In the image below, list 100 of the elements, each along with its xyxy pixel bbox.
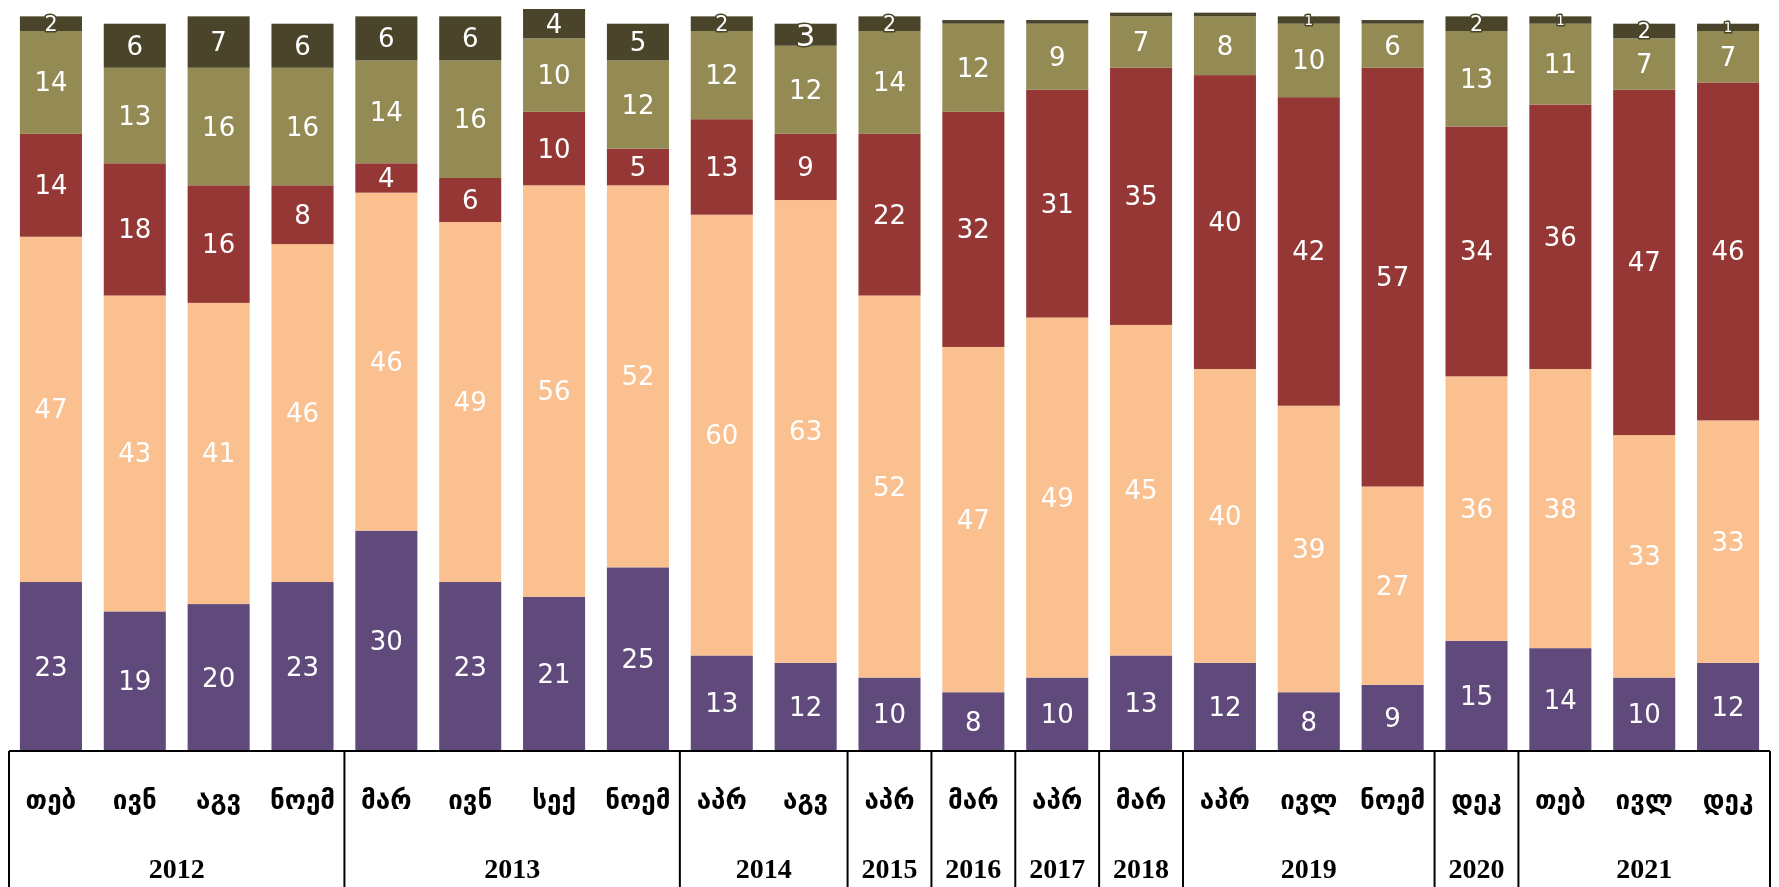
bar: [1361, 684, 1424, 751]
data-label: 10: [1627, 699, 1661, 730]
text: 2021: [1616, 852, 1673, 884]
bar: [19, 236, 82, 583]
data-label: 2: [715, 11, 729, 36]
data-label: 14: [369, 96, 403, 127]
data-label: 2: [1469, 11, 1484, 36]
bar: [271, 582, 334, 751]
bar: [271, 67, 334, 186]
bar: [1529, 104, 1592, 369]
bar: [1613, 89, 1676, 436]
bar: [1613, 435, 1676, 678]
data-label: 1: [1304, 12, 1314, 29]
bar: [19, 133, 82, 237]
bar: [1193, 75, 1256, 369]
data-label: 15: [1459, 680, 1494, 711]
bar: [942, 23, 1005, 112]
data-label: 12: [621, 89, 655, 120]
bar: [187, 67, 250, 186]
bar: [187, 16, 250, 68]
text: 2015: [861, 852, 918, 884]
data-label: 39: [1292, 533, 1326, 564]
data-label: 6: [461, 185, 479, 216]
data-label: 32: [956, 214, 990, 245]
data-label: 47: [1627, 247, 1661, 278]
bar: [774, 133, 837, 201]
bar: [1277, 23, 1340, 98]
data-label: 16: [285, 111, 320, 142]
data-label: 5: [629, 151, 647, 182]
bar: [1529, 16, 1592, 24]
bar: [1277, 692, 1340, 751]
bar: [439, 582, 502, 751]
bar: [271, 244, 334, 583]
data-label: 9: [797, 151, 814, 182]
bar: [942, 346, 1005, 693]
data-label: 16: [202, 229, 236, 260]
x-tick-label: ივნ: [112, 785, 157, 815]
bar: [1361, 23, 1424, 68]
bar: [103, 163, 166, 296]
data-label: 23: [285, 651, 320, 682]
data-label: 13: [1124, 688, 1158, 719]
data-label: 13: [705, 688, 739, 719]
data-label: 7: [1635, 49, 1653, 80]
bar: [103, 23, 166, 68]
bar: [606, 148, 669, 186]
bar: [1445, 31, 1508, 127]
x-tick-label: ნოემ: [269, 785, 336, 815]
x-tick-label: თებ: [25, 785, 77, 815]
bar: [439, 16, 502, 61]
bar: [523, 9, 586, 39]
bar: [774, 200, 837, 663]
data-label: 7: [1132, 27, 1150, 58]
x-tick-label: აგვ: [196, 785, 242, 815]
data-label: 34: [1459, 236, 1494, 267]
x-tick-label: აპრ: [696, 785, 747, 815]
bar: [774, 45, 837, 134]
x-tick-label: ნოემ: [605, 785, 671, 815]
data-label: 6: [294, 30, 311, 61]
bar: [355, 163, 418, 193]
data-label: 49: [1040, 482, 1074, 513]
data-label: 27: [1376, 570, 1410, 601]
data-label: 14: [34, 67, 68, 98]
bar: [1697, 82, 1760, 421]
bar: [690, 655, 753, 751]
data-label: 52: [621, 361, 655, 392]
bar: [187, 604, 250, 751]
bar: [439, 222, 502, 583]
data-label: 41: [202, 438, 236, 469]
bar: [690, 31, 753, 120]
data-label: 10: [537, 60, 571, 91]
data-label: 2: [1637, 19, 1651, 44]
data-label: 3: [795, 16, 816, 53]
data-label: 12: [1208, 691, 1242, 722]
bar: [523, 185, 586, 597]
data-label: 7: [210, 27, 227, 58]
bar: [355, 16, 418, 61]
x-tick-label: სექ: [532, 785, 576, 815]
data-label: 14: [34, 170, 68, 201]
bar: [1277, 16, 1340, 24]
data-label: 43: [118, 438, 152, 469]
data-label: 33: [1627, 541, 1661, 572]
bar: [606, 23, 669, 61]
x-tick-label: მარ: [361, 785, 412, 815]
data-label: 40: [1208, 500, 1242, 531]
data-label: 12: [705, 60, 739, 91]
bar: [1110, 16, 1173, 68]
bar: [103, 611, 166, 751]
bar: [271, 185, 334, 245]
bar: [1697, 31, 1760, 83]
bar: [942, 692, 1005, 751]
bar: [1361, 67, 1424, 487]
bar: [1110, 324, 1173, 656]
text: 2019: [1280, 852, 1337, 884]
bar: [942, 20, 1005, 24]
text: 2020: [1448, 852, 1505, 884]
data-label: 56: [537, 376, 571, 407]
data-label: 2: [882, 11, 897, 36]
x-tick-label: ნოემ: [1360, 785, 1426, 815]
x-tick-label: ივნ: [448, 785, 493, 815]
bar: [1193, 368, 1256, 663]
